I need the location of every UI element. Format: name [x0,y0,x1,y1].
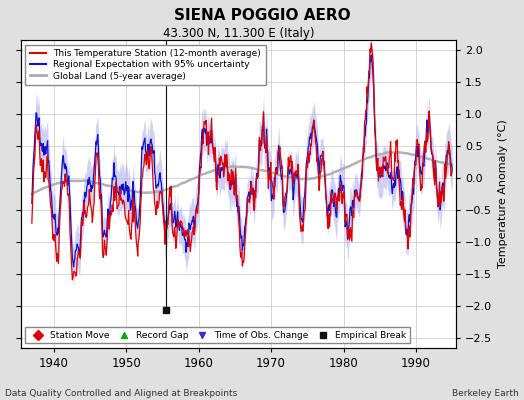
Text: SIENA POGGIO AERO: SIENA POGGIO AERO [173,8,351,23]
Title: 43.300 N, 11.300 E (Italy): 43.300 N, 11.300 E (Italy) [162,27,314,40]
Legend: Station Move, Record Gap, Time of Obs. Change, Empirical Break: Station Move, Record Gap, Time of Obs. C… [26,327,409,344]
Text: Data Quality Controlled and Aligned at Breakpoints: Data Quality Controlled and Aligned at B… [5,389,237,398]
Text: Berkeley Earth: Berkeley Earth [452,389,519,398]
Y-axis label: Temperature Anomaly (°C): Temperature Anomaly (°C) [498,120,508,268]
